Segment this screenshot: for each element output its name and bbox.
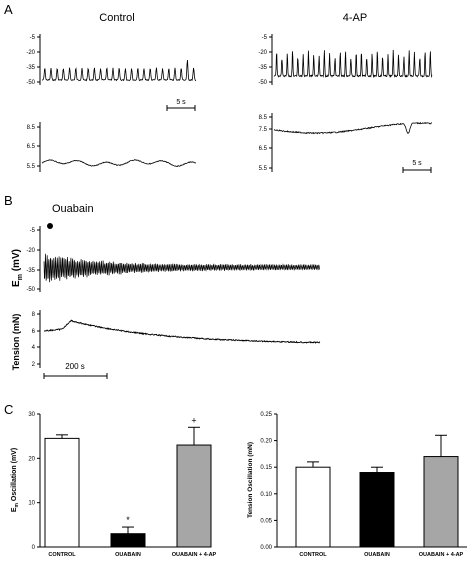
tick-label: 8 bbox=[32, 312, 36, 318]
tick-label: 8.5 bbox=[27, 125, 36, 131]
significance-marker: * bbox=[126, 515, 130, 525]
category-label: CONTROL bbox=[299, 552, 327, 558]
fourap-title: 4-AP bbox=[343, 12, 367, 24]
ylabel-main: E bbox=[11, 507, 18, 512]
y-tick-label: 30 bbox=[28, 412, 35, 418]
bar bbox=[176, 444, 212, 548]
y-tick-label: 10 bbox=[28, 501, 35, 507]
ouabain-marker-label: Ouabain bbox=[52, 203, 94, 215]
category-label: CONTROL bbox=[48, 552, 76, 558]
tick-label: 4 bbox=[32, 345, 36, 351]
control-tension-axis: 8.5 6.5 5.5 bbox=[27, 122, 41, 172]
y-tick-label: 0 bbox=[32, 545, 36, 551]
y-tick-label: 0.10 bbox=[260, 492, 272, 498]
panel-b-letter: B bbox=[4, 193, 13, 208]
tick-label: -5 bbox=[262, 35, 268, 41]
fourap-tension-axis: 8.5 7.5 6.5 5.5 bbox=[259, 113, 273, 172]
b-em-ylabel: Em (mV) bbox=[11, 249, 24, 287]
tick-label: 7.5 bbox=[259, 127, 268, 133]
b-tension-ylabel: Tension (mN) bbox=[11, 314, 21, 371]
tick-label: 6.5 bbox=[27, 144, 36, 150]
tick-label: -20 bbox=[26, 248, 35, 254]
tick-label: -20 bbox=[258, 50, 267, 56]
control-scale-bar: 5 s bbox=[166, 99, 196, 111]
category-label: OUABAIN bbox=[115, 552, 141, 558]
bar bbox=[423, 456, 459, 548]
tick-label: -20 bbox=[26, 50, 35, 56]
bar bbox=[295, 466, 331, 548]
tension-oscillation-ylabel: Tension Oscillation (mN) bbox=[247, 442, 254, 518]
em-oscillation-chart: 0 10 20 30 CONTROL OUABAIN * OUABAIN + 4-AP + Em … bbox=[11, 412, 217, 558]
b-tension-trace bbox=[43, 319, 321, 344]
fourap-em-axis: -5 -20 -35 -50 bbox=[258, 34, 273, 86]
tick-label: 8.5 bbox=[259, 115, 268, 121]
tick-label: -5 bbox=[30, 228, 36, 234]
scale-label: 5 s bbox=[176, 99, 186, 106]
tick-label: -35 bbox=[26, 268, 35, 274]
category-label: OUABAIN + 4-AP bbox=[419, 552, 464, 558]
fourap-tension-trace bbox=[273, 121, 433, 135]
tick-label: -5 bbox=[30, 35, 36, 41]
y-tick-label: 0.15 bbox=[260, 465, 272, 471]
y-tick-label: 0.25 bbox=[260, 412, 272, 418]
tick-label: 6.5 bbox=[259, 146, 268, 152]
b-em-axis: -5 -20 -35 -50 bbox=[26, 226, 41, 293]
control-em-axis: -5 -20 -35 -50 bbox=[26, 34, 41, 86]
tick-label: -35 bbox=[258, 65, 267, 71]
category-label: OUABAIN bbox=[364, 552, 390, 558]
y-tick-label: 0.05 bbox=[260, 518, 272, 524]
em-oscillation-ylabel: Em Oscillation (mV) bbox=[11, 448, 20, 512]
y-tick-label: 0.00 bbox=[260, 545, 272, 551]
tension-oscillation-chart: 0.00 0.05 0.10 0.15 0.20 0.25 CONTROL OUABAIN OU… bbox=[247, 412, 467, 558]
bar bbox=[44, 437, 80, 548]
fourap-scale-bar: 5 s bbox=[402, 160, 432, 173]
tick-label: -50 bbox=[26, 80, 35, 86]
tick-label: -50 bbox=[258, 80, 267, 86]
tick-label: 2 bbox=[32, 362, 36, 368]
ylabel-rest: Oscillation (mV) bbox=[11, 448, 18, 503]
ylabel-sub: m bbox=[14, 503, 20, 508]
panel-a-letter: A bbox=[4, 2, 13, 17]
b-scale-bar: 200 s bbox=[43, 362, 108, 379]
bar bbox=[110, 533, 146, 548]
b-em-trace bbox=[43, 253, 321, 283]
category-label: OUABAIN + 4-AP bbox=[172, 552, 217, 558]
fourap-em-trace bbox=[273, 49, 433, 79]
bar bbox=[359, 472, 395, 548]
tick-label: 5.5 bbox=[27, 164, 36, 170]
scale-label: 5 s bbox=[412, 160, 422, 167]
control-tension-trace bbox=[41, 159, 197, 167]
significance-marker: + bbox=[191, 415, 196, 425]
tick-label: 6 bbox=[32, 329, 36, 335]
control-title: Control bbox=[99, 12, 134, 24]
ouabain-marker-dot bbox=[47, 223, 53, 229]
tick-label: -35 bbox=[26, 65, 35, 71]
tick-label: -50 bbox=[26, 287, 35, 293]
b-tension-axis: 8 6 4 2 bbox=[32, 310, 41, 368]
panel-c-letter: C bbox=[4, 402, 13, 417]
scale-label: 200 s bbox=[65, 362, 85, 371]
y-tick-label: 0.20 bbox=[260, 439, 272, 445]
y-tick-label: 20 bbox=[28, 456, 35, 462]
control-em-trace bbox=[41, 59, 197, 82]
tick-label: 5.5 bbox=[259, 166, 268, 172]
